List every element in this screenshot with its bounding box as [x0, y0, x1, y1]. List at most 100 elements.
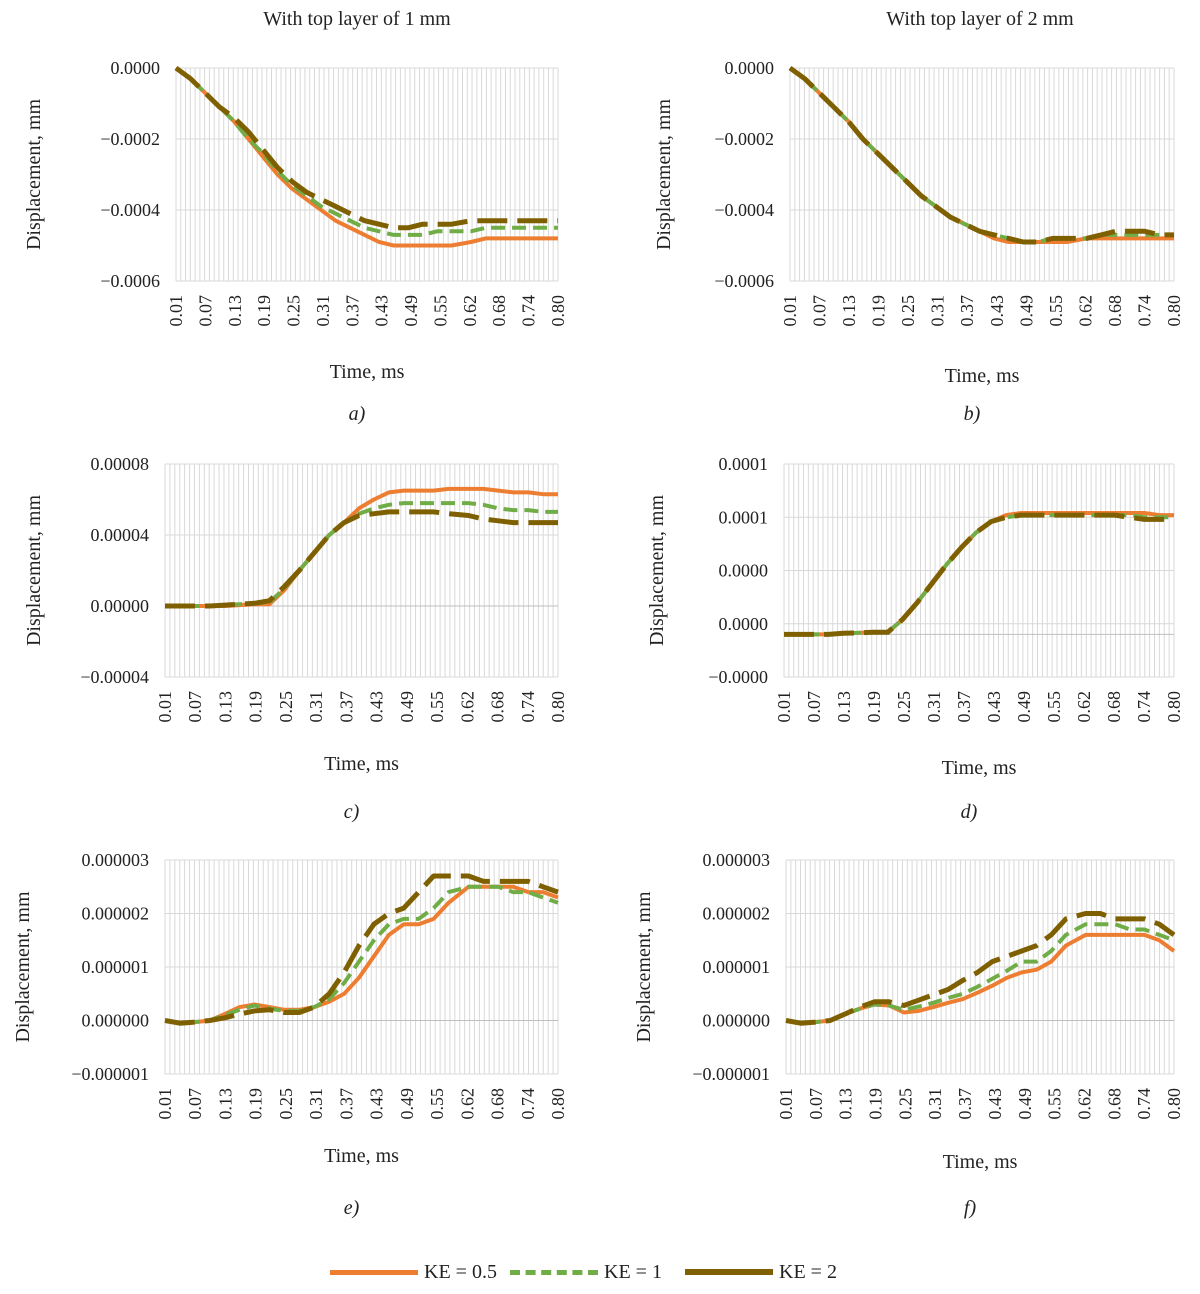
x-tick-label: 0.62: [1074, 1088, 1094, 1120]
x-tick-label: 0.62: [1074, 691, 1094, 723]
x-tick-label: 0.37: [336, 1088, 356, 1120]
x-tick-label: 0.62: [457, 691, 477, 723]
series-line-ke-2: [165, 509, 558, 609]
y-tick-label: 0.00008: [91, 454, 150, 474]
x-tick-label: 0.74: [519, 295, 539, 327]
legend-item-ke-2: KE = 2: [685, 1258, 837, 1286]
x-tick-label: 0.19: [866, 1088, 886, 1120]
x-tick-label: 0.43: [987, 295, 1007, 327]
x-tick-label: 0.68: [488, 691, 508, 723]
x-tick-label: 0.55: [427, 1088, 447, 1120]
series-line-ke-2: [174, 65, 558, 231]
x-tick-label: 0.74: [1134, 295, 1154, 327]
x-tick-label: 0.49: [401, 295, 421, 327]
panel-caption: a): [349, 403, 366, 425]
x-tick-label: 0.31: [924, 691, 944, 723]
x-tick-label: 0.37: [336, 691, 356, 723]
x-tick-label: 0.74: [1134, 691, 1154, 723]
y-tick-label: 0.000002: [82, 904, 150, 924]
x-tick-label: 0.13: [225, 295, 245, 327]
panel-caption: e): [344, 1197, 360, 1219]
x-tick-label: 0.43: [367, 691, 387, 723]
panel-caption: c): [344, 801, 360, 823]
x-tick-label: 0.80: [548, 1088, 568, 1120]
x-tick-label: 0.31: [306, 691, 326, 723]
x-tick-label: 0.31: [928, 295, 948, 327]
x-tick-label: 0.13: [836, 1088, 856, 1120]
x-tick-label: 0.49: [1015, 1088, 1035, 1120]
y-tick-label: −0.0004: [100, 200, 160, 220]
chart-panel-d: 0.0001 0.0001 0.0000 0.0000 −0.0000 0.01 0.07 0…: [646, 454, 1184, 823]
x-axis-title: Time, ms: [943, 1151, 1018, 1173]
y-tick-label: 0.0000: [719, 614, 769, 634]
y-tick-label: −0.0006: [100, 271, 160, 291]
y-axis-title: Displacement, mm: [12, 891, 34, 1043]
x-tick-label: 0.07: [804, 691, 824, 723]
x-axis-title: Time, ms: [945, 365, 1020, 387]
panel-caption: f): [964, 1197, 977, 1219]
x-tick-label: 0.62: [460, 295, 480, 327]
x-tick-label: 0.07: [185, 691, 205, 723]
chart-panel-a: 0.0000 −0.0002 −0.0004 −0.0006 0.01 0.07 0.13 0…: [23, 58, 568, 425]
y-tick-label: 0.0000: [725, 58, 775, 78]
x-tick-label: 0.68: [1104, 1088, 1124, 1120]
x-tick-label: 0.19: [246, 691, 266, 723]
y-tick-label: 0.000001: [703, 957, 771, 977]
x-tick-label: 0.80: [1164, 295, 1184, 327]
x-tick-label: 0.01: [774, 691, 794, 723]
x-tick-label: 0.49: [397, 1088, 417, 1120]
y-axis-title: Displacement, mm: [23, 99, 45, 251]
y-tick-label: −0.0000: [708, 667, 768, 687]
x-tick-label: 0.80: [548, 691, 568, 723]
x-tick-label: 0.68: [1104, 691, 1124, 723]
panel-caption: d): [961, 801, 978, 823]
y-tick-label: 0.0000: [111, 58, 161, 78]
y-tick-label: −0.0002: [714, 129, 774, 149]
y-tick-label: 0.000003: [703, 850, 771, 870]
x-tick-label: 0.25: [276, 1088, 296, 1120]
x-tick-label: 0.13: [839, 295, 859, 327]
y-tick-label: −0.0006: [714, 271, 774, 291]
legend-swatch-ke-2: [685, 1269, 773, 1275]
chart-panel-b: 0.0000 −0.0002 −0.0004 −0.0006 0.01 0.07 0.13 0…: [653, 58, 1184, 425]
y-tick-label: −0.00004: [80, 667, 149, 687]
x-tick-label: 0.19: [864, 691, 884, 723]
chart-panel-c: 0.00008 0.00004 0.00000 −0.00004 0.01 0.07 0.1…: [23, 454, 568, 823]
x-tick-label: 0.19: [246, 1088, 266, 1120]
y-axis-title: Displacement, mm: [23, 495, 45, 647]
x-tick-label: 0.55: [1045, 1088, 1065, 1120]
y-tick-label: −0.000001: [71, 1064, 149, 1084]
x-tick-label: 0.31: [313, 295, 333, 327]
x-tick-label: 0.37: [342, 295, 362, 327]
x-tick-label: 0.25: [284, 295, 304, 327]
y-axis-title: Displacement, mm: [653, 99, 675, 251]
x-tick-label: 0.07: [810, 295, 830, 327]
y-axis-title: Displacement, mm: [646, 495, 668, 647]
x-tick-label: 0.07: [185, 1088, 205, 1120]
y-tick-label: −0.0002: [100, 129, 160, 149]
y-axis-title: Displacement, mm: [633, 891, 655, 1043]
x-tick-label: 0.25: [276, 691, 296, 723]
y-tick-label: −0.000001: [692, 1064, 770, 1084]
x-axis-title: Time, ms: [324, 1145, 399, 1167]
x-tick-label: 0.49: [1016, 295, 1036, 327]
column-title-left: With top layer of 1 mm: [263, 8, 451, 30]
chart-panel-f: 0.000003 0.000002 0.000001 0.000000 −0.00000…: [633, 850, 1184, 1219]
x-tick-label: 0.07: [195, 295, 215, 327]
y-tick-label: 0.0001: [719, 507, 769, 527]
x-tick-label: 0.74: [1134, 1088, 1154, 1120]
chart-panel-e: 0.000003 0.000002 0.000001 0.000000 −0.00000…: [12, 850, 568, 1219]
series-line-ke-2: [164, 873, 559, 1026]
legend-label-ke-0-5: KE = 0.5: [424, 1260, 497, 1283]
x-axis-title: Time, ms: [942, 757, 1017, 779]
y-tick-label: 0.000003: [82, 850, 150, 870]
x-tick-label: 0.43: [985, 1088, 1005, 1120]
series-line-ke-1: [174, 66, 558, 237]
x-tick-label: 0.62: [457, 1088, 477, 1120]
panel-caption: b): [964, 403, 981, 425]
legend-swatch-ke-1: [510, 1269, 598, 1275]
x-tick-label: 0.68: [488, 1088, 508, 1120]
x-tick-label: 0.68: [1105, 295, 1125, 327]
x-tick-label: 0.49: [397, 691, 417, 723]
y-tick-label: 0.0001: [719, 454, 769, 474]
